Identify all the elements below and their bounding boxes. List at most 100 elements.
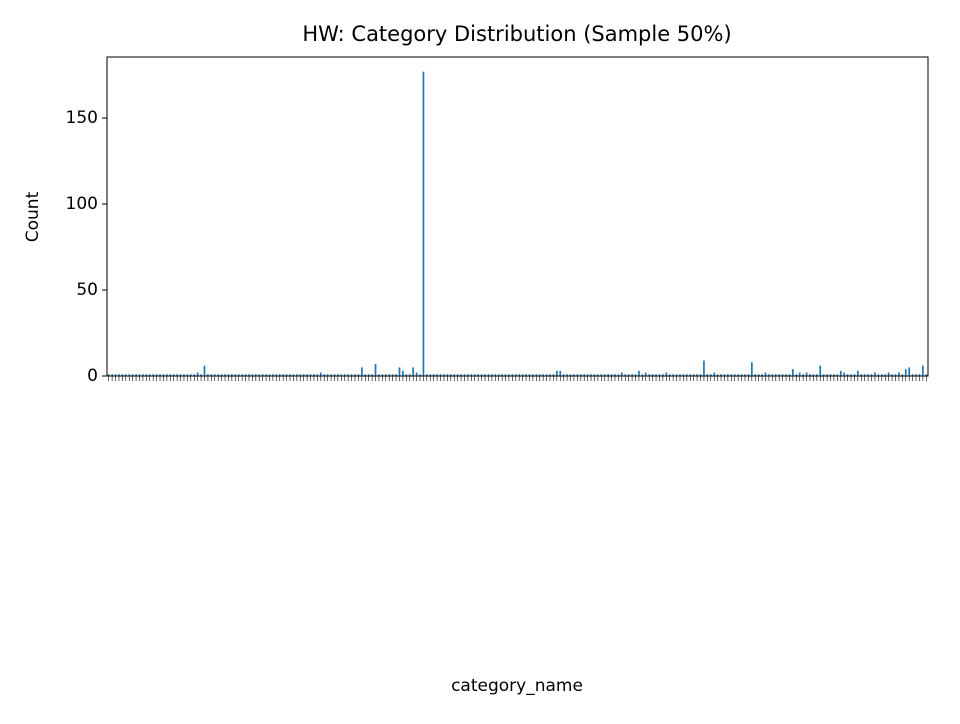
bar: [809, 374, 811, 376]
bar: [911, 374, 914, 376]
bar: [798, 372, 801, 376]
bar: [836, 374, 839, 376]
y-tick-label: 50: [76, 280, 98, 300]
bar: [408, 374, 411, 376]
chart-title: HW: Category Distribution (Sample 50%): [302, 22, 731, 46]
bar: [870, 374, 873, 376]
bar: [569, 374, 572, 376]
bar: [549, 374, 551, 376]
bar: [884, 374, 887, 376]
bar: [768, 374, 770, 376]
bar: [874, 372, 876, 376]
bar: [740, 374, 743, 376]
bar: [579, 374, 582, 376]
bar: [357, 374, 360, 376]
bar: [436, 374, 438, 376]
bar: [634, 374, 637, 376]
bar: [114, 374, 117, 376]
bar: [617, 374, 620, 376]
bar: [620, 372, 623, 376]
bar: [155, 374, 158, 376]
bar: [422, 71, 425, 376]
bar: [583, 374, 586, 376]
bar: [364, 374, 367, 376]
bar: [460, 374, 462, 376]
bar: [514, 374, 517, 376]
bar: [747, 374, 750, 376]
bar: [648, 374, 651, 376]
bar: [566, 374, 568, 376]
bar: [309, 374, 312, 376]
bar: [487, 374, 490, 376]
bar: [299, 374, 302, 376]
bar: [340, 374, 343, 376]
bar: [641, 374, 644, 376]
bar: [183, 374, 185, 376]
bar: [378, 374, 380, 376]
bar: [590, 374, 592, 376]
bar: [655, 374, 657, 376]
bar: [367, 374, 370, 376]
bar: [333, 374, 336, 376]
bar: [754, 374, 757, 376]
bar: [559, 370, 562, 376]
bar: [497, 374, 500, 376]
bar: [419, 374, 421, 376]
bar: [186, 374, 189, 376]
bar: [135, 374, 137, 376]
bar: [833, 374, 835, 376]
y-tick-label: 0: [87, 366, 98, 386]
bar: [815, 374, 818, 376]
bar: [614, 374, 616, 376]
bar: [111, 374, 113, 376]
bar: [668, 374, 671, 376]
bar: [268, 374, 271, 376]
bar: [867, 374, 869, 376]
bar: [685, 374, 688, 376]
bar: [792, 369, 794, 376]
bar: [795, 374, 798, 376]
bar: [210, 374, 213, 376]
bar: [429, 374, 432, 376]
y-tick-label: 100: [66, 194, 98, 214]
bar: [323, 374, 326, 376]
bar: [319, 372, 322, 376]
bar: [443, 374, 445, 376]
bar: [220, 374, 223, 376]
bar: [716, 374, 719, 376]
bar: [480, 374, 483, 376]
bar: [402, 370, 404, 376]
bar: [785, 374, 787, 376]
bar: [586, 374, 589, 376]
bar: [494, 374, 497, 376]
bar: [504, 374, 507, 376]
bar: [261, 374, 264, 376]
bar: [699, 374, 702, 376]
bar: [326, 374, 329, 376]
bar: [272, 374, 274, 376]
bar: [138, 374, 141, 376]
bar: [822, 374, 825, 376]
bar: [128, 374, 131, 376]
bar: [296, 374, 298, 376]
bar: [709, 374, 712, 376]
bar: [778, 374, 781, 376]
bar: [846, 374, 849, 376]
bar: [812, 374, 815, 376]
bar: [603, 374, 606, 376]
bar: [555, 370, 558, 376]
bar: [360, 367, 363, 376]
bar: [330, 374, 332, 376]
bar: [159, 374, 161, 376]
bar: [302, 374, 305, 376]
bar: [248, 374, 250, 376]
bar: [518, 374, 521, 376]
bar: [573, 374, 575, 376]
bar: [350, 374, 353, 376]
bar: [535, 374, 538, 376]
bar: [542, 374, 545, 376]
bar: [703, 360, 705, 376]
bar: [405, 374, 408, 376]
bar: [467, 374, 469, 376]
bar: [189, 374, 192, 376]
